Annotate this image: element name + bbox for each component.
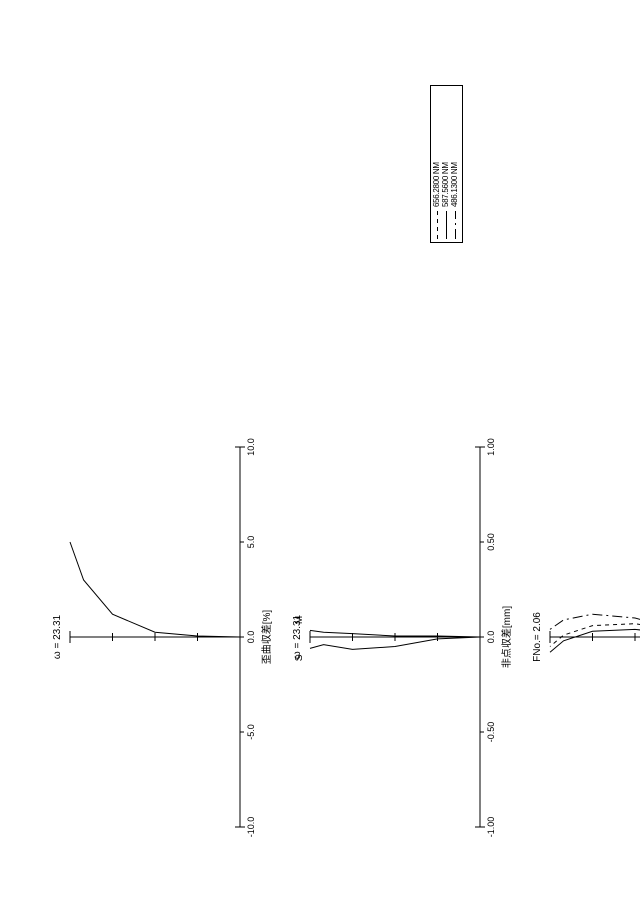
legend-line-sample [451, 211, 460, 239]
xtick-label: -1.00 [486, 817, 496, 838]
annotation-S: S [294, 654, 305, 661]
legend-entry-text: 486.1300 NM [451, 162, 460, 207]
xtick-label: 1.00 [486, 438, 496, 456]
series-spherical-1 [550, 629, 640, 652]
xtick-label: 0.0 [246, 631, 256, 644]
xtick-label: 5.0 [246, 536, 256, 549]
x-axis-label: 歪曲収差[%] [260, 610, 273, 665]
xtick-label: -0.50 [486, 722, 496, 743]
series-distortion-0 [70, 542, 240, 637]
chart-astigmatism: -1.00-0.500.00.501.00非点収差[mm]ω = 23.31SM [292, 438, 513, 837]
xtick-label: -10.0 [246, 817, 256, 838]
series-spherical-0 [550, 624, 640, 647]
chart-distortion: -10.0 -5.0 0.0 5.0 10.0 歪曲収差[%] ω = 23.31 [52, 438, 273, 837]
chart-spherical: -0.50-0.250.00.250.50球面収差[mm]FNo.= 2.06 [532, 438, 640, 837]
chart-title: ω = 23.31 [52, 614, 63, 659]
aberration-charts: -10.0 -5.0 0.0 5.0 10.0 歪曲収差[%] ω = 23.31 -1.00… [0, 0, 640, 907]
xtick-label: 0.50 [486, 533, 496, 551]
legend-line-sample [442, 211, 451, 239]
annotation-M: M [294, 616, 305, 624]
legend-line-sample [433, 211, 442, 239]
xtick-label: 10.0 [246, 438, 256, 456]
wavelength-legend: 656.2800 NM587.5600 NM486.1300 NM [430, 85, 463, 243]
x-axis-label: 非点収差[mm] [500, 606, 513, 668]
xtick-label: -5.0 [246, 724, 256, 740]
chart-title: FNo.= 2.06 [532, 612, 543, 662]
xtick-label: 0.0 [486, 631, 496, 644]
series-spherical-2 [550, 614, 640, 637]
